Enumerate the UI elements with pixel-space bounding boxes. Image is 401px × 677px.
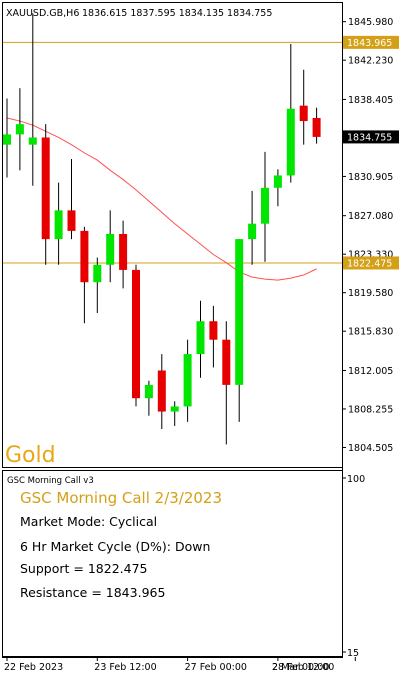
indicator-scale-top: 100 xyxy=(347,474,365,485)
time-tick-label: 22 Feb 2023 xyxy=(4,662,63,673)
candle-body-bearish xyxy=(132,269,140,399)
candle[interactable] xyxy=(183,339,192,422)
chart-header-symbol: XAUUSD.GB,H6 xyxy=(6,8,79,19)
candle[interactable] xyxy=(41,124,50,265)
candle[interactable] xyxy=(132,264,140,407)
candle[interactable] xyxy=(235,239,244,422)
price-tick-label: 1830.905 xyxy=(348,172,393,183)
main-chart-frame xyxy=(2,2,343,468)
time-axis: 22 Feb 2023 23 Feb 12:00 27 Feb 00:00 28 Fe… xyxy=(4,657,356,673)
price-tick-label: 1804.505 xyxy=(348,443,393,454)
candle[interactable] xyxy=(299,69,308,145)
candle-body-bullish xyxy=(261,187,269,224)
candle[interactable] xyxy=(15,88,24,171)
candle-body-bearish xyxy=(67,210,76,231)
candle-body-bearish xyxy=(222,339,231,385)
candle[interactable] xyxy=(157,354,166,430)
candle-body-bullish xyxy=(144,384,153,399)
candle[interactable] xyxy=(312,107,321,144)
candle[interactable] xyxy=(170,401,179,426)
market-cycle-line: 6 Hr Market Cycle (D%): Down xyxy=(20,539,210,554)
candle-body-bearish xyxy=(209,321,218,340)
candle[interactable] xyxy=(119,220,128,289)
price-tick-label: 1838.405 xyxy=(348,95,393,106)
candle-body-bearish xyxy=(299,105,308,122)
time-tick-label: 23 Feb 12:00 xyxy=(94,662,156,673)
candle-body-bullish xyxy=(106,233,115,265)
candle-body-bullish xyxy=(28,137,37,145)
candle-body-bullish xyxy=(15,124,24,135)
support-price-label: 1822.475 xyxy=(347,258,392,269)
chart-header-ohlc: 1836.615 1837.595 1834.135 1834.755 xyxy=(82,8,272,19)
indicator-window-label: GSC Morning Call v3 xyxy=(7,476,94,486)
price-tick-label: 1823.330 xyxy=(348,250,393,261)
resistance-price-tag: 1843.965 xyxy=(343,35,399,49)
price-tick-label: 1815.830 xyxy=(348,327,393,338)
candle-body-bullish xyxy=(248,223,257,240)
candle[interactable] xyxy=(209,305,218,368)
candle-body-bearish xyxy=(80,230,89,283)
support-line-text: Support = 1822.475 xyxy=(20,561,147,576)
candle[interactable] xyxy=(222,321,231,445)
time-tick-label: 2 Mar 00:00 xyxy=(272,662,329,673)
time-tick-label: 28 Feb 12:00 xyxy=(272,662,334,673)
candle-body-bullish xyxy=(93,264,102,283)
current-price-tag: 1834.755 xyxy=(343,130,399,144)
candle[interactable] xyxy=(196,300,205,378)
indicator-title: GSC Morning Call 2/3/2023 xyxy=(20,489,222,507)
price-tick-label: 1845.980 xyxy=(348,17,393,28)
price-tick-label: 1819.580 xyxy=(348,288,393,299)
candle[interactable] xyxy=(67,159,76,240)
candle[interactable] xyxy=(93,257,102,314)
candle[interactable] xyxy=(286,44,295,183)
candle-body-bullish xyxy=(235,239,244,385)
candles-layer xyxy=(3,13,321,445)
candle-body-bearish xyxy=(119,233,128,270)
market-mode-line: Market Mode: Cyclical xyxy=(20,514,157,529)
indicator-scale-bottom: 15 xyxy=(347,648,359,659)
candle-body-bearish xyxy=(157,370,166,412)
candle[interactable] xyxy=(144,380,153,416)
candle[interactable] xyxy=(248,190,257,265)
price-tick-label: 1812.005 xyxy=(348,366,393,377)
time-tick-label: 27 Feb 00:00 xyxy=(185,662,247,673)
candle-body-bullish xyxy=(3,134,11,145)
candle-body-bullish xyxy=(183,354,192,407)
candle-body-bullish xyxy=(196,321,205,355)
candle-body-bullish xyxy=(273,175,282,188)
candle[interactable] xyxy=(106,210,115,283)
price-axis: 1845.980 1842.230 1838.405 1830.905 1827.080… xyxy=(342,17,393,454)
candle[interactable] xyxy=(3,98,11,178)
moving-average-line xyxy=(6,117,317,281)
resistance-line-text: Resistance = 1843.965 xyxy=(20,585,165,600)
candle[interactable] xyxy=(261,151,269,262)
price-tick-label: 1808.255 xyxy=(348,404,393,415)
support-price-tag: 1822.475 xyxy=(343,256,399,270)
candle[interactable] xyxy=(54,182,63,265)
price-tick-label: 1842.230 xyxy=(348,56,393,67)
candle[interactable] xyxy=(80,226,89,324)
candle-body-bearish xyxy=(41,137,50,240)
current-price-label: 1834.755 xyxy=(347,132,392,143)
candle[interactable] xyxy=(273,169,282,207)
candle[interactable] xyxy=(28,13,37,186)
candle-body-bullish xyxy=(286,108,295,176)
symbol-watermark: Gold xyxy=(5,443,56,468)
candle-body-bullish xyxy=(54,210,63,240)
candle-body-bearish xyxy=(312,117,321,137)
indicator-frame xyxy=(2,470,343,657)
resistance-price-label: 1843.965 xyxy=(347,38,392,49)
candle-body-bullish xyxy=(170,406,179,412)
price-tick-label: 1827.080 xyxy=(348,211,393,222)
